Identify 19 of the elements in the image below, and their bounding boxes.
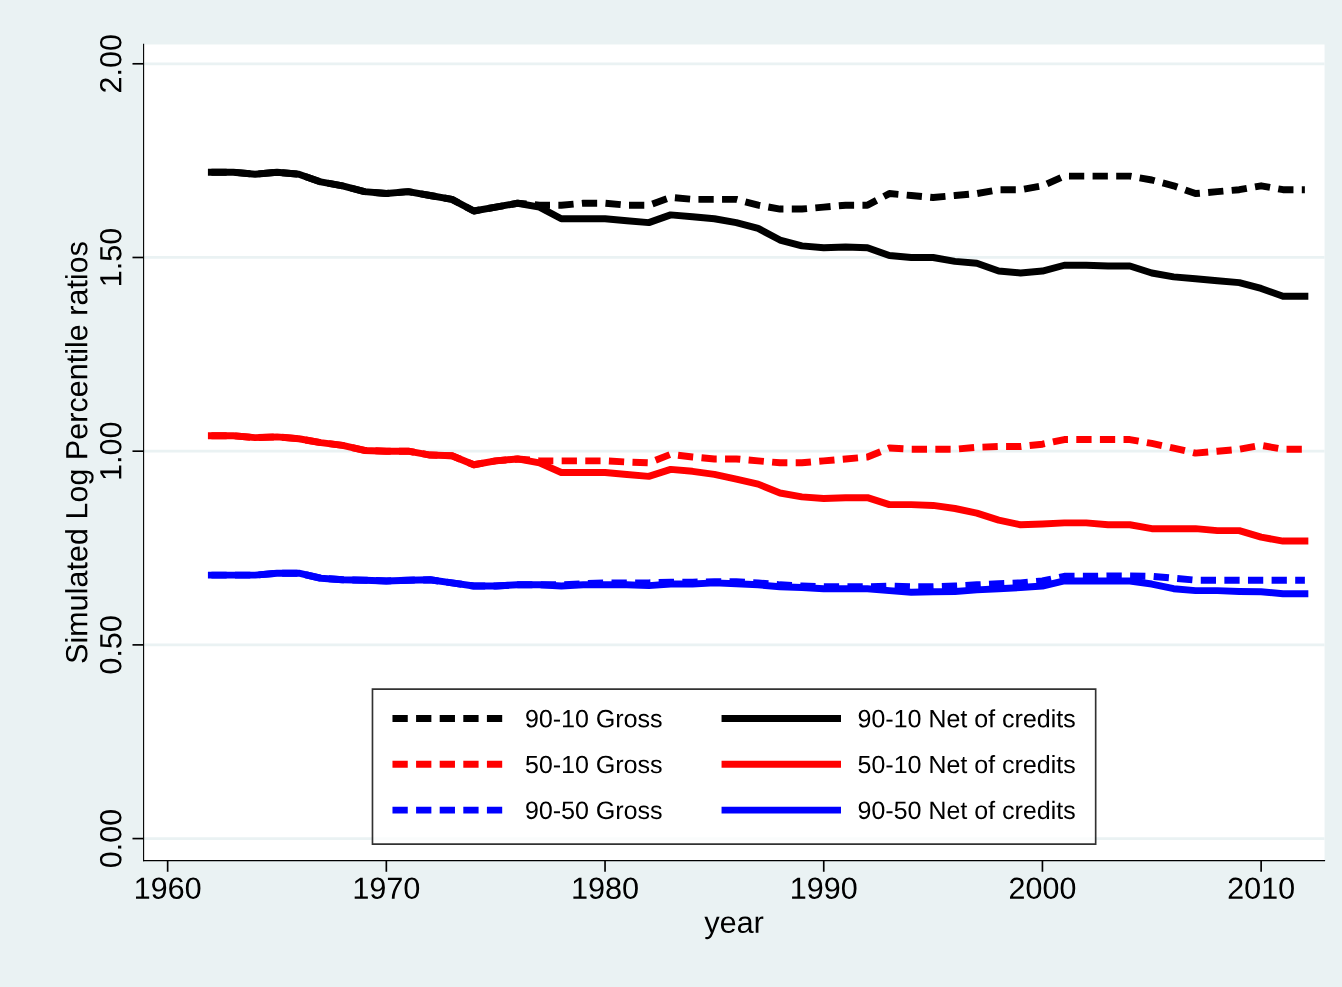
legend-label: 50-10 Gross bbox=[525, 755, 662, 774]
legend-label: 90-50 Gross bbox=[526, 801, 662, 820]
y-tick-label: 1.00 bbox=[99, 422, 122, 479]
x-tick-label: 1990 bbox=[792, 877, 857, 900]
legend-label: 90-50 Net of credits bbox=[858, 800, 1075, 820]
x-tick-label: 1980 bbox=[573, 877, 638, 900]
legend-label: 90-10 Gross bbox=[526, 709, 662, 728]
x-tick-label: 2000 bbox=[1009, 877, 1076, 900]
y-tick-label: 0.00 bbox=[99, 810, 122, 868]
y-tick-label: 1.50 bbox=[99, 228, 122, 285]
y-tick-label: 0.50 bbox=[99, 616, 122, 674]
legend-label: 90-10 Net of credits bbox=[858, 709, 1075, 728]
legend-label: 50-10 Net of credits bbox=[858, 754, 1075, 774]
y-tick-label: 2.00 bbox=[99, 35, 122, 92]
x-tick-label: 1970 bbox=[354, 877, 420, 900]
x-tick-label: 1960 bbox=[136, 877, 201, 900]
x-tick-label: 2010 bbox=[1228, 877, 1294, 900]
x-axis-title: year bbox=[704, 916, 764, 940]
y-axis-title: Simulated Log Percentile ratios bbox=[65, 242, 94, 663]
